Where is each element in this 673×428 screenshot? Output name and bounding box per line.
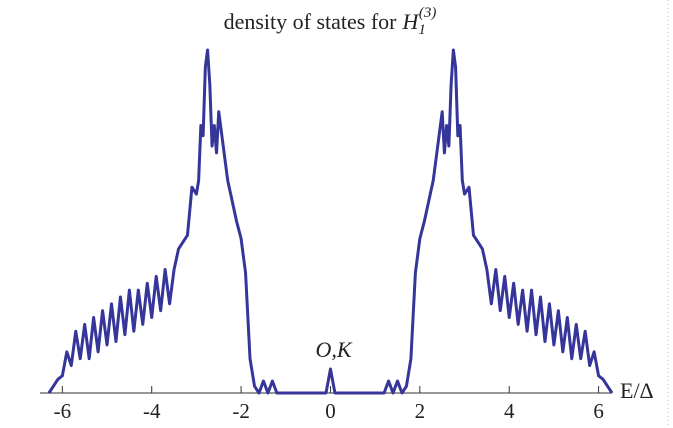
x-axis-label: E/Δ	[620, 378, 654, 403]
title-superscript: (3)	[419, 5, 437, 21]
title-text: density of states for	[224, 9, 398, 34]
x-tick-label: 0	[325, 399, 336, 423]
x-tick-label: -4	[143, 399, 161, 423]
annotation: O,K	[315, 337, 352, 362]
x-tick-label: -6	[54, 399, 72, 423]
title-subscript: 1	[418, 22, 426, 38]
x-tick-label: 4	[504, 399, 515, 423]
chart-title: density of states for H1(3)	[224, 5, 437, 38]
x-tick-label: -2	[232, 399, 250, 423]
x-tick-label: 2	[415, 399, 426, 423]
dos-curve	[47, 48, 614, 395]
title-symbol: H	[402, 9, 420, 34]
x-tick-label: 6	[593, 399, 604, 423]
